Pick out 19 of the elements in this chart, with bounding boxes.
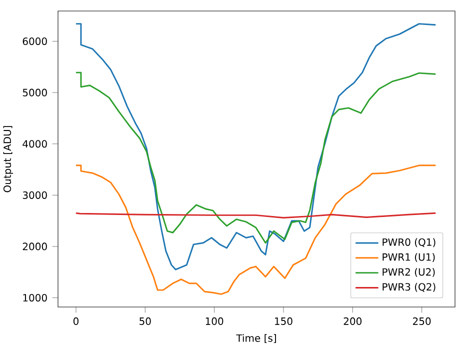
x-tick-label: 200 bbox=[344, 317, 362, 325]
y-tick-label: 3000 bbox=[22, 191, 47, 199]
legend-label: PWR1 (U1) bbox=[382, 253, 435, 262]
y-tick-label: 6000 bbox=[22, 37, 47, 46]
y-tick-label: 4000 bbox=[22, 140, 47, 148]
y-tick-label: 2000 bbox=[22, 242, 47, 250]
legend-label: PWR3 (Q2) bbox=[382, 282, 436, 292]
line-series bbox=[75, 164, 436, 295]
legend-label: PWR2 (U2) bbox=[382, 268, 435, 277]
x-tick-label: 250 bbox=[412, 317, 431, 325]
x-axis-title: Time [s] bbox=[236, 334, 276, 344]
x-tick-label: 0 bbox=[73, 317, 78, 325]
y-axis-title: Output [ADU] bbox=[3, 126, 13, 192]
y-tick-label: 5000 bbox=[22, 88, 47, 96]
legend-label: PWR0 (Q1) bbox=[382, 238, 436, 248]
y-tick-label: 1000 bbox=[23, 294, 47, 302]
x-tick-label: 100 bbox=[206, 317, 224, 325]
x-tick-label: 50 bbox=[140, 317, 151, 325]
x-tick-label: 150 bbox=[275, 317, 292, 325]
